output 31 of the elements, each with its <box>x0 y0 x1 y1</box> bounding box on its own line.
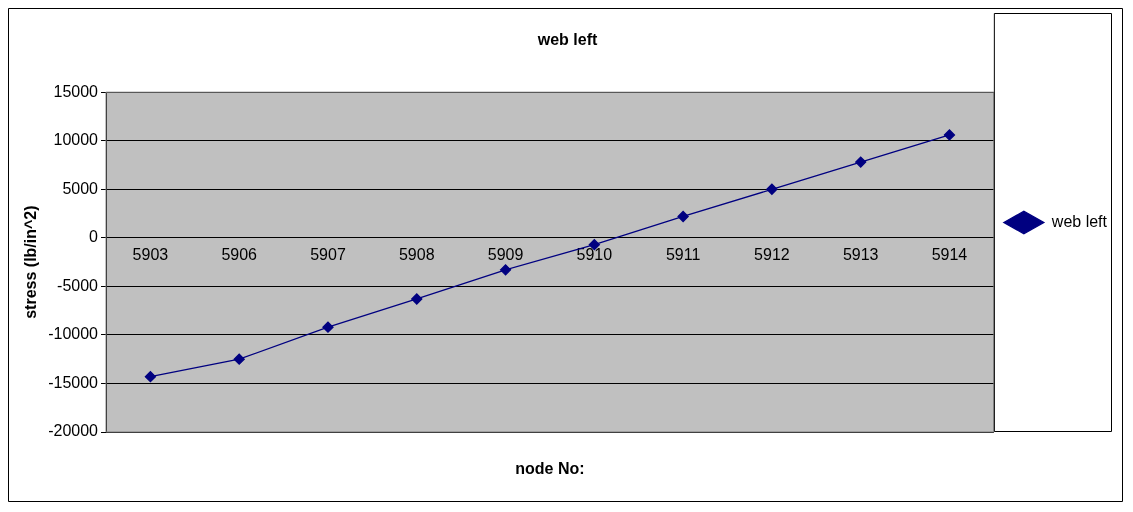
y-tick-label: -10000 <box>48 325 99 343</box>
y-tick-label: 0 <box>89 228 99 246</box>
x-tick-label: 5908 <box>398 245 435 263</box>
legend-label: web left <box>1050 212 1108 230</box>
y-axis-title: stress (lb/in^2) <box>22 205 40 319</box>
point <box>855 156 867 168</box>
chart-title: web left <box>536 31 598 49</box>
x-tick-label: 5912 <box>754 245 790 263</box>
point <box>411 293 423 305</box>
x-tick-label: 5913 <box>842 245 879 263</box>
x-tick-label: 5911 <box>665 245 701 263</box>
x-tick-label: 5903 <box>132 245 169 263</box>
y-tick-label: 5000 <box>62 179 99 197</box>
x-tick-label: 5910 <box>576 245 613 263</box>
x-tick-label: 5914 <box>931 245 968 263</box>
x-tick-label: 5909 <box>487 245 524 263</box>
x-axis-title: node No: <box>515 460 585 478</box>
point <box>677 210 689 223</box>
x-tick-label: 5906 <box>221 245 258 263</box>
y-tick-label: -15000 <box>48 373 99 391</box>
point <box>322 321 334 333</box>
x-tick-label: 5907 <box>310 245 346 263</box>
y-tick-label: 10000 <box>53 131 99 149</box>
point <box>233 353 245 365</box>
point <box>499 264 512 276</box>
point <box>766 183 778 195</box>
y-tick-label: -5000 <box>57 276 99 294</box>
y-tick-label: -20000 <box>48 422 99 440</box>
point <box>943 129 956 141</box>
point <box>144 371 157 383</box>
y-tick-label: 15000 <box>53 82 99 100</box>
